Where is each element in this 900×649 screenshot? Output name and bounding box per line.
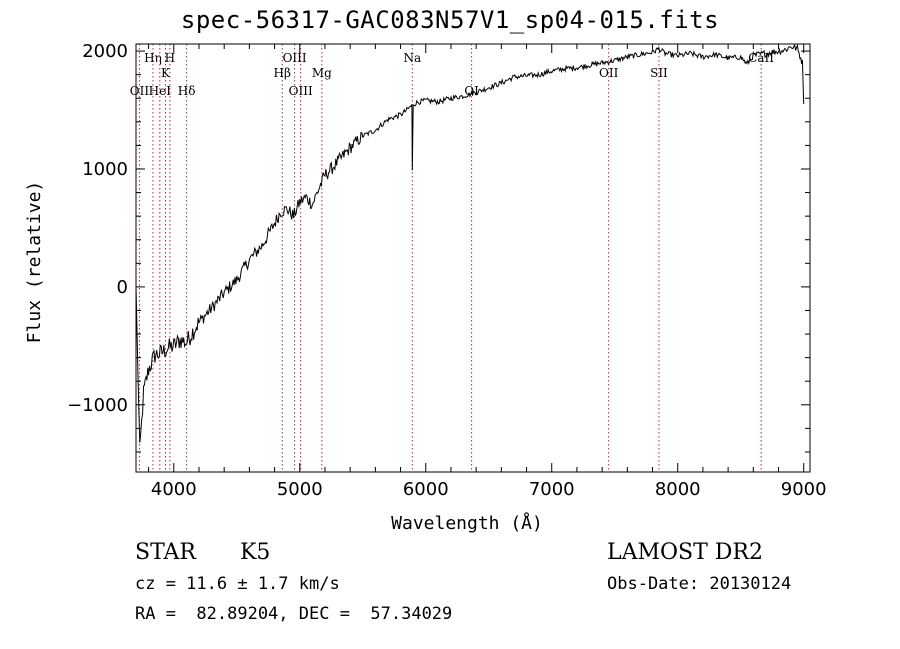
chart-title: spec-56317-GAC083N57V1_sp04-015.fits [180, 6, 720, 34]
y-tick-label-3: 2000 [82, 41, 128, 62]
marker-label-6: Hβ [274, 66, 291, 80]
y-tick-label-2: 1000 [82, 159, 128, 180]
marker-label-1: OII [130, 84, 150, 98]
survey-name: LAMOST DR2 [607, 540, 763, 565]
marker-label-8: OIII [289, 84, 313, 98]
axis-ticks: 4000 5000 6000 7000 8000 9000 −1000 0 1000 2000 [67, 41, 826, 500]
x-tick-label-3: 7000 [529, 479, 575, 500]
marker-label-13: SII [650, 66, 668, 80]
marker-label-7: OIII [283, 51, 307, 65]
series-layer [135, 43, 805, 443]
y-tick-label-1: 0 [117, 277, 128, 298]
marker-label-12: OII [599, 66, 619, 80]
marker-label-4: H [165, 51, 175, 65]
x-axis-label: Wavelength (Å) [391, 512, 543, 534]
series-line-0 [135, 43, 805, 443]
marker-label-5: Hδ [178, 84, 196, 98]
object-subclass: K5 [240, 540, 271, 565]
marker-label-0: Hη [144, 51, 162, 65]
coordinates-text: RA = 82.89204, DEC = 57.34029 [135, 604, 453, 624]
obs-date: Obs-Date: 20130124 [607, 574, 792, 594]
marker-label-9: Mg [312, 66, 332, 80]
x-tick-label-5: 9000 [781, 479, 827, 500]
x-tick-label-4: 8000 [655, 479, 701, 500]
redshift-text: cz = 11.6 ± 1.7 km/s [135, 574, 340, 594]
y-tick-label-0: −1000 [67, 395, 128, 416]
x-tick-label-2: 6000 [403, 479, 449, 500]
object-class: STAR [135, 540, 196, 565]
x-tick-label-1: 5000 [277, 479, 323, 500]
plot-frame [135, 43, 811, 473]
marker-label-2: HeI [149, 84, 172, 98]
x-tick-label-0: 4000 [151, 479, 197, 500]
marker-label-3: K [161, 66, 171, 80]
y-axis-label: Flux (relative) [24, 181, 45, 344]
marker-label-10: Na [403, 51, 421, 65]
